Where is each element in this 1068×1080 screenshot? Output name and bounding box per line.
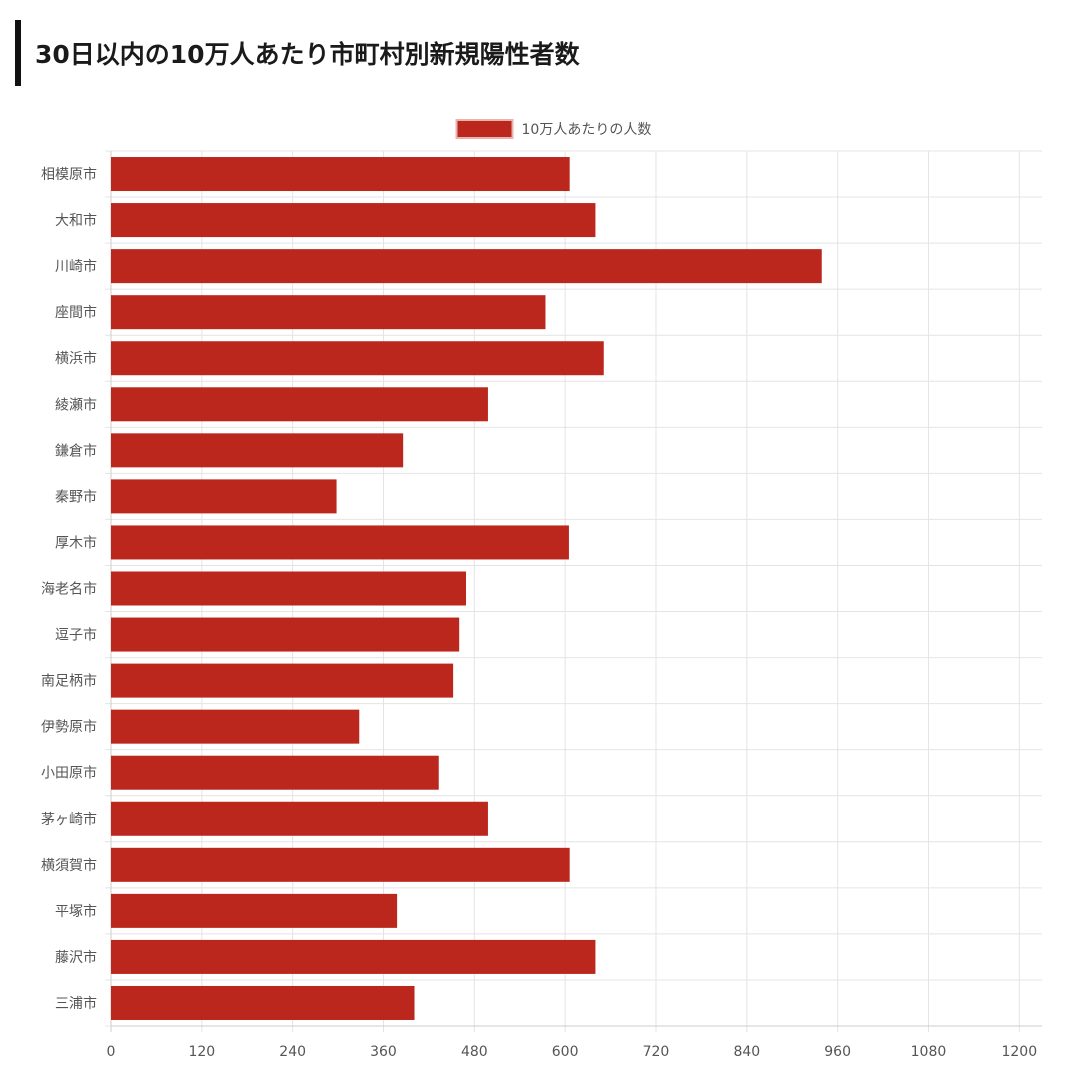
- x-tick-label: 720: [643, 1044, 670, 1060]
- category-label: 綾瀬市: [55, 396, 97, 413]
- x-tick-label: 360: [370, 1044, 397, 1060]
- bar[interactable]: [111, 433, 404, 468]
- category-labels: 相模原市大和市川崎市座間市横浜市綾瀬市鎌倉市秦野市厚木市海老名市逗子市南足柄市伊…: [41, 166, 97, 1012]
- category-label: 大和市: [55, 212, 97, 229]
- bar[interactable]: [111, 985, 415, 1020]
- category-label: 三浦市: [55, 995, 97, 1012]
- legend-label[interactable]: 10万人あたりの人数: [522, 122, 652, 138]
- bar[interactable]: [111, 387, 488, 422]
- bar[interactable]: [111, 341, 604, 376]
- category-label: 伊勢原市: [41, 719, 97, 736]
- bar[interactable]: [111, 755, 439, 790]
- category-label: 横須賀市: [41, 857, 97, 874]
- x-tick-label: 480: [461, 1044, 488, 1060]
- bar[interactable]: [111, 249, 822, 284]
- category-label: 相模原市: [41, 166, 97, 183]
- x-tick-label: 960: [824, 1044, 851, 1060]
- category-label: 横浜市: [55, 350, 97, 367]
- bar[interactable]: [111, 157, 570, 192]
- bar[interactable]: [111, 525, 569, 560]
- bar[interactable]: [111, 663, 454, 698]
- bar[interactable]: [111, 617, 460, 652]
- x-tick-label: 600: [552, 1044, 579, 1060]
- grid: [105, 150, 1042, 1032]
- category-label: 厚木市: [55, 534, 97, 551]
- category-label: 川崎市: [55, 258, 97, 275]
- bar[interactable]: [111, 203, 596, 238]
- x-tick-label: 240: [279, 1044, 306, 1060]
- category-label: 座間市: [55, 304, 97, 321]
- bar[interactable]: [111, 479, 337, 514]
- x-tick-labels: 0 120 240 360 480 600 720 840 960 1080 1200: [107, 1044, 1038, 1060]
- x-tick-label: 1080: [911, 1044, 947, 1060]
- category-label: 平塚市: [55, 903, 97, 920]
- category-label: 鎌倉市: [55, 442, 97, 459]
- category-label: 小田原市: [41, 765, 97, 782]
- legend-swatch[interactable]: [455, 119, 514, 139]
- page-title: 30日以内の10万人あたり市町村別新規陽性者数: [35, 40, 580, 69]
- bars: [111, 157, 822, 1020]
- x-tick-label: 1200: [1001, 1044, 1037, 1060]
- x-tick-label: 120: [188, 1044, 215, 1060]
- bar[interactable]: [111, 939, 596, 974]
- x-tick-label: 840: [733, 1044, 760, 1060]
- bar[interactable]: [111, 847, 570, 882]
- bar[interactable]: [111, 893, 398, 928]
- category-label: 茅ヶ崎市: [41, 811, 97, 828]
- title-block: 30日以内の10万人あたり市町村別新規陽性者数: [15, 20, 580, 86]
- bar[interactable]: [111, 709, 360, 744]
- category-label: 秦野市: [55, 488, 97, 505]
- category-label: 藤沢市: [55, 949, 97, 966]
- category-label: 逗子市: [55, 627, 97, 644]
- legend[interactable]: 10万人あたりの人数: [455, 119, 652, 139]
- x-tick-label: 0: [107, 1044, 116, 1060]
- bar[interactable]: [111, 801, 488, 836]
- category-label: 海老名市: [41, 581, 97, 598]
- bar[interactable]: [111, 571, 466, 606]
- bar[interactable]: [111, 295, 546, 330]
- category-label: 南足柄市: [41, 673, 97, 690]
